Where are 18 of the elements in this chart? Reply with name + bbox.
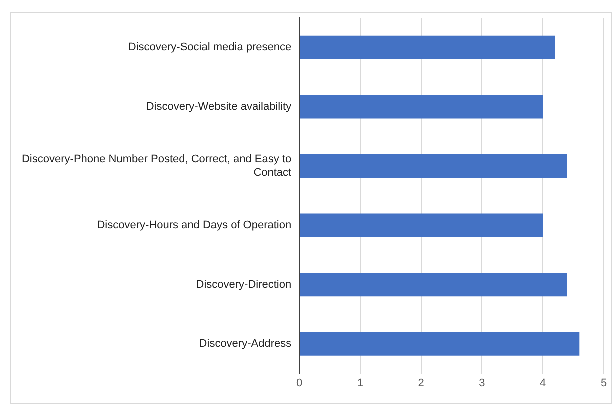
bar [300,36,556,60]
y-tick-label: Discovery-Direction [196,278,292,291]
bar [300,154,568,178]
y-tick-label: Discovery-Hours and Days of Operation [97,220,292,232]
bar [300,95,544,119]
y-tick-label: Discovery-Address [199,338,292,350]
y-tick-label: Discovery-Website availability [146,100,292,113]
y-tick-label: Discovery-Phone Number Posted, Correct, and Easy to Contact [22,154,292,179]
bar [300,214,544,238]
x-tick-label: 5 [600,377,608,390]
x-tick-label: 3 [479,377,486,390]
x-tick-label: 0 [296,377,303,390]
x-tick-label: 2 [418,377,424,390]
bar [300,332,580,356]
x-tick-label: 4 [540,377,546,390]
x-tick-label: 1 [357,377,364,390]
y-tick-label: Discovery-Social media presence [128,42,292,54]
bar [300,273,568,297]
